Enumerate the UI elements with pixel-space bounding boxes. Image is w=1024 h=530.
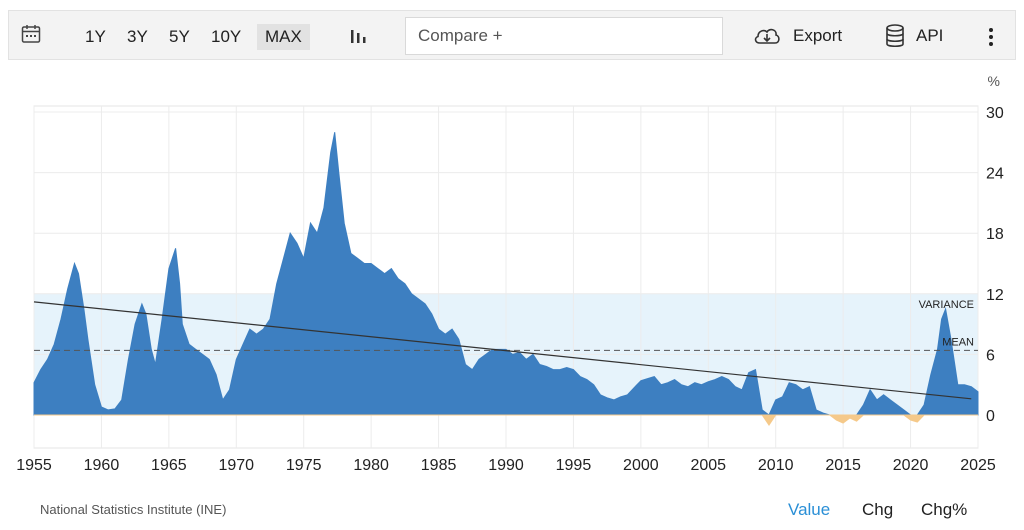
y-tick-label: 6 [986, 347, 995, 364]
bar-chart-icon[interactable] [349, 27, 369, 50]
x-tick-label: 1995 [556, 457, 592, 472]
x-tick-label: 2015 [825, 457, 861, 472]
tab-value[interactable]: Value [788, 500, 831, 519]
x-tick-label: 2010 [758, 457, 794, 472]
x-tick-label: 1975 [286, 457, 322, 472]
chart-area: VARIANCE MEAN% 0 6 12 18 24 30 1955 1960 1965 1970 1… [0, 62, 1024, 474]
x-tick-label: 2025 [960, 457, 996, 472]
inflation-chart: VARIANCE MEAN% 0 6 12 18 24 30 1955 1960 1965 1970 1… [16, 73, 1004, 474]
range-1y-button[interactable]: 1Y [85, 27, 106, 46]
database-icon[interactable] [885, 24, 905, 53]
y-tick-label: 24 [986, 166, 1004, 183]
range-max-button[interactable]: MAX [257, 24, 310, 50]
api-button[interactable]: API [916, 26, 944, 45]
x-tick-label: 2000 [623, 457, 659, 472]
calendar-icon[interactable] [21, 24, 41, 49]
compare-input[interactable] [405, 17, 723, 55]
x-tick-label: 2005 [690, 457, 726, 472]
source-label: National Statistics Institute (INE) [40, 502, 227, 517]
tab-chg[interactable]: Chg [862, 500, 894, 519]
y-tick-label: 12 [986, 287, 1004, 304]
chart-toolbar: 1Y 3Y 5Y 10Y MAX Export API [8, 10, 1016, 60]
y-tick-label: 18 [986, 226, 1004, 243]
range-10y-button[interactable]: 10Y [211, 27, 242, 46]
range-5y-button[interactable]: 5Y [169, 27, 190, 46]
x-tick-label: 1985 [421, 457, 457, 472]
range-3y-button[interactable]: 3Y [127, 27, 148, 46]
variance-label: VARIANCE [919, 299, 974, 311]
mean-label: MEAN [942, 336, 974, 348]
x-tick-label: 1965 [151, 457, 187, 472]
cloud-download-icon[interactable] [753, 26, 781, 51]
y-tick-label: 30 [986, 105, 1004, 122]
x-tick-label: 1970 [218, 457, 254, 472]
x-tick-label: 1955 [16, 457, 52, 472]
export-button[interactable]: Export [793, 26, 843, 45]
tab-chg-percent[interactable]: Chg% [921, 500, 968, 519]
x-tick-label: 1960 [84, 457, 120, 472]
unit-label: % [988, 73, 1000, 89]
series-area-negative [34, 414, 978, 426]
x-tick-label: 2020 [893, 457, 929, 472]
vertical-dots-icon[interactable] [987, 27, 995, 52]
x-tick-label: 1980 [353, 457, 389, 472]
x-tick-label: 1990 [488, 457, 524, 472]
y-tick-label: 0 [986, 408, 995, 425]
trend-line [33, 301, 972, 400]
